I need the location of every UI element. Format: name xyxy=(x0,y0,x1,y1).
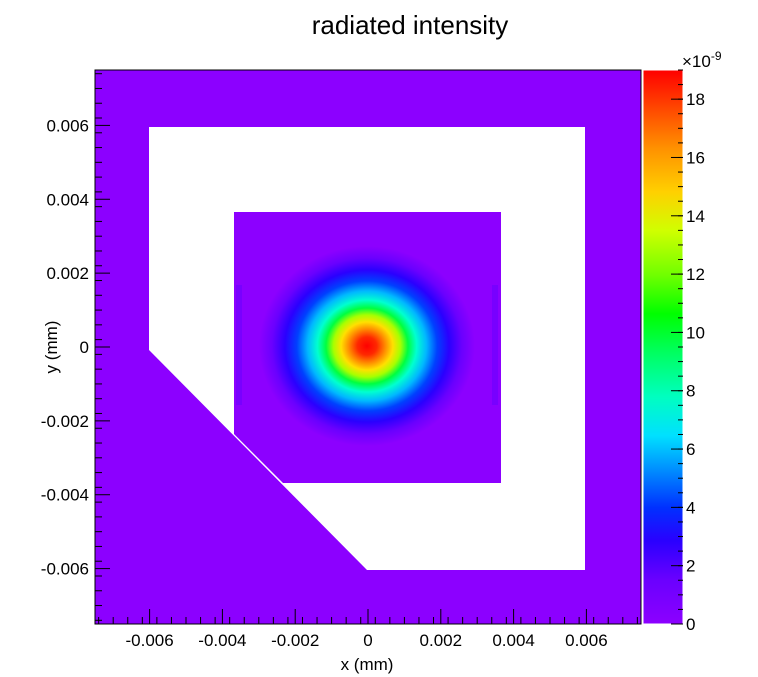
x-tick-label: 0.004 xyxy=(492,631,535,650)
edge-streak-left xyxy=(236,285,242,405)
x-tick-label: 0.002 xyxy=(420,631,463,650)
colorbar-exponent: ×10-9 xyxy=(682,49,722,71)
y-tick-label: 0.002 xyxy=(46,264,89,283)
x-tick-label: 0 xyxy=(363,631,372,650)
colorbar-tick-label: 2 xyxy=(686,557,695,576)
colorbar-tick-label: 16 xyxy=(686,148,705,167)
edge-streak-right xyxy=(492,285,498,405)
colorbar-tick-label: 18 xyxy=(686,90,705,109)
x-tick-label: -0.004 xyxy=(198,631,246,650)
y-tick-label: 0 xyxy=(80,338,89,357)
x-tick-label: 0.006 xyxy=(565,631,608,650)
intensity-beam-spot xyxy=(259,246,475,446)
y-axis-title: y (mm) xyxy=(42,321,61,374)
colorbar-tick-label: 6 xyxy=(686,440,695,459)
chart-title: radiated intensity xyxy=(312,10,509,40)
heatmap-area xyxy=(95,70,641,624)
colorbar xyxy=(643,70,683,624)
colorbar-tick-label: 14 xyxy=(686,207,705,226)
x-tick-label: -0.002 xyxy=(271,631,319,650)
colorbar-tick-label: 4 xyxy=(686,498,695,517)
colorbar-tick-label: 10 xyxy=(686,323,705,342)
y-axis: -0.006 -0.004 -0.002 0 0.002 0.004 0.006 xyxy=(41,73,110,621)
x-axis: -0.006 -0.004 -0.002 0 0.002 0.004 0.006 xyxy=(98,609,638,650)
colorbar-tick-label: 0 xyxy=(686,615,695,634)
colorbar-tick-label: 8 xyxy=(686,382,695,401)
y-tick-label: 0.006 xyxy=(46,116,89,135)
y-tick-label: -0.004 xyxy=(41,486,89,505)
colorbar-tick-label: 12 xyxy=(686,265,705,284)
y-tick-label: -0.006 xyxy=(41,560,89,579)
y-tick-label: 0.004 xyxy=(46,190,89,209)
x-axis-title: x (mm) xyxy=(341,655,394,674)
x-tick-label: -0.006 xyxy=(125,631,173,650)
colorbar-axis: 0 2 4 6 8 10 12 14 16 18 xyxy=(671,69,705,634)
y-tick-label: -0.002 xyxy=(41,412,89,431)
